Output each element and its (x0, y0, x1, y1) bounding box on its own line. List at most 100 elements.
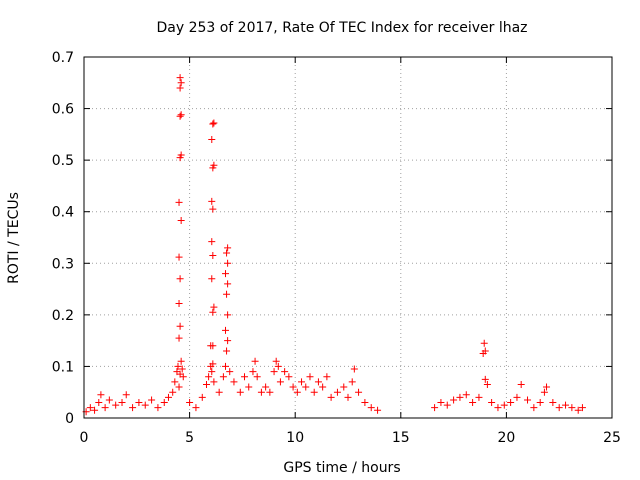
data-point (562, 401, 570, 409)
x-tick-label: 5 (185, 430, 194, 446)
y-tick-label: 0.6 (52, 102, 74, 118)
data-point (298, 378, 306, 386)
data-point (175, 334, 183, 342)
data-point (210, 378, 218, 386)
data-point (494, 404, 502, 412)
data-point (122, 391, 130, 399)
data-point (302, 383, 310, 391)
data-point (175, 300, 183, 308)
data-point (178, 365, 186, 373)
data-point (319, 383, 327, 391)
x-tick-label: 10 (286, 430, 304, 446)
data-point (176, 322, 184, 330)
data-point (224, 259, 232, 267)
y-tick-label: 0 (65, 411, 74, 427)
data-point (176, 74, 184, 82)
data-point (160, 399, 168, 407)
data-point (350, 365, 358, 373)
data-point (540, 388, 548, 396)
data-point (169, 388, 177, 396)
data-point (462, 391, 470, 399)
data-point (175, 383, 183, 391)
data-point (327, 393, 335, 401)
y-tick-label: 0.1 (52, 359, 74, 375)
data-point (209, 360, 217, 368)
data-point (171, 378, 179, 386)
data-point (86, 404, 94, 412)
data-point (209, 342, 217, 350)
y-axis-label: ROTI / TECUs (6, 192, 22, 284)
data-point (344, 393, 352, 401)
data-point (536, 399, 544, 407)
data-point (219, 373, 227, 381)
plot-frame (83, 56, 613, 419)
y-tick-label: 0.7 (52, 50, 74, 66)
data-point (208, 368, 216, 376)
data-point (483, 380, 491, 388)
data-point (480, 339, 488, 347)
data-point (578, 404, 586, 412)
data-point (437, 399, 445, 407)
data-point (154, 404, 162, 412)
data-point (306, 373, 314, 381)
data-point (97, 391, 105, 399)
data-point (543, 383, 551, 391)
data-point (224, 311, 232, 319)
data-point (236, 388, 244, 396)
data-point (253, 373, 261, 381)
axis-ticks: 0 5 10 15 20 25 0 0.1 0.2 0.3 0.4 0.5 0.6 0.7 (52, 50, 621, 446)
data-point (475, 393, 483, 401)
data-point (245, 383, 253, 391)
data-point (517, 380, 525, 388)
y-tick-label: 0.5 (52, 153, 74, 169)
data-point (574, 406, 582, 414)
data-point (568, 404, 576, 412)
data-point (241, 373, 249, 381)
x-tick-label: 20 (497, 430, 515, 446)
data-point (198, 393, 206, 401)
data-point (274, 362, 282, 370)
data-point (135, 399, 143, 407)
data-point (507, 399, 515, 407)
data-point (488, 399, 496, 407)
data-point (224, 337, 232, 345)
data-point (289, 383, 297, 391)
y-tick-label: 0.3 (52, 256, 74, 272)
data-point (175, 198, 183, 206)
data-point (210, 119, 218, 127)
data-point (105, 396, 113, 404)
data-point (481, 347, 489, 355)
data-point (456, 393, 464, 401)
data-point (192, 404, 200, 412)
data-point (176, 275, 184, 283)
data-point (101, 404, 109, 412)
data-point (513, 393, 521, 401)
data-point (209, 120, 217, 128)
data-point (141, 401, 149, 409)
data-point (224, 280, 232, 288)
grid-lines (84, 57, 612, 418)
data-point (549, 399, 557, 407)
data-point (175, 253, 183, 261)
data-point (164, 393, 172, 401)
x-axis-label: GPS time / hours (283, 460, 400, 476)
data-point (530, 404, 538, 412)
data-point (323, 373, 331, 381)
data-point (177, 151, 185, 159)
data-point (224, 244, 232, 252)
data-point (186, 399, 194, 407)
data-point (208, 197, 216, 205)
data-point (314, 378, 322, 386)
data-point (209, 205, 217, 213)
data-point (223, 347, 231, 355)
data-point (230, 378, 238, 386)
data-point (469, 399, 477, 407)
x-tick-label: 25 (603, 430, 621, 446)
data-point (176, 112, 184, 120)
data-point (340, 383, 348, 391)
data-point (210, 161, 218, 169)
y-tick-label: 0.2 (52, 308, 74, 324)
data-point (208, 275, 216, 283)
data-point (223, 290, 231, 298)
